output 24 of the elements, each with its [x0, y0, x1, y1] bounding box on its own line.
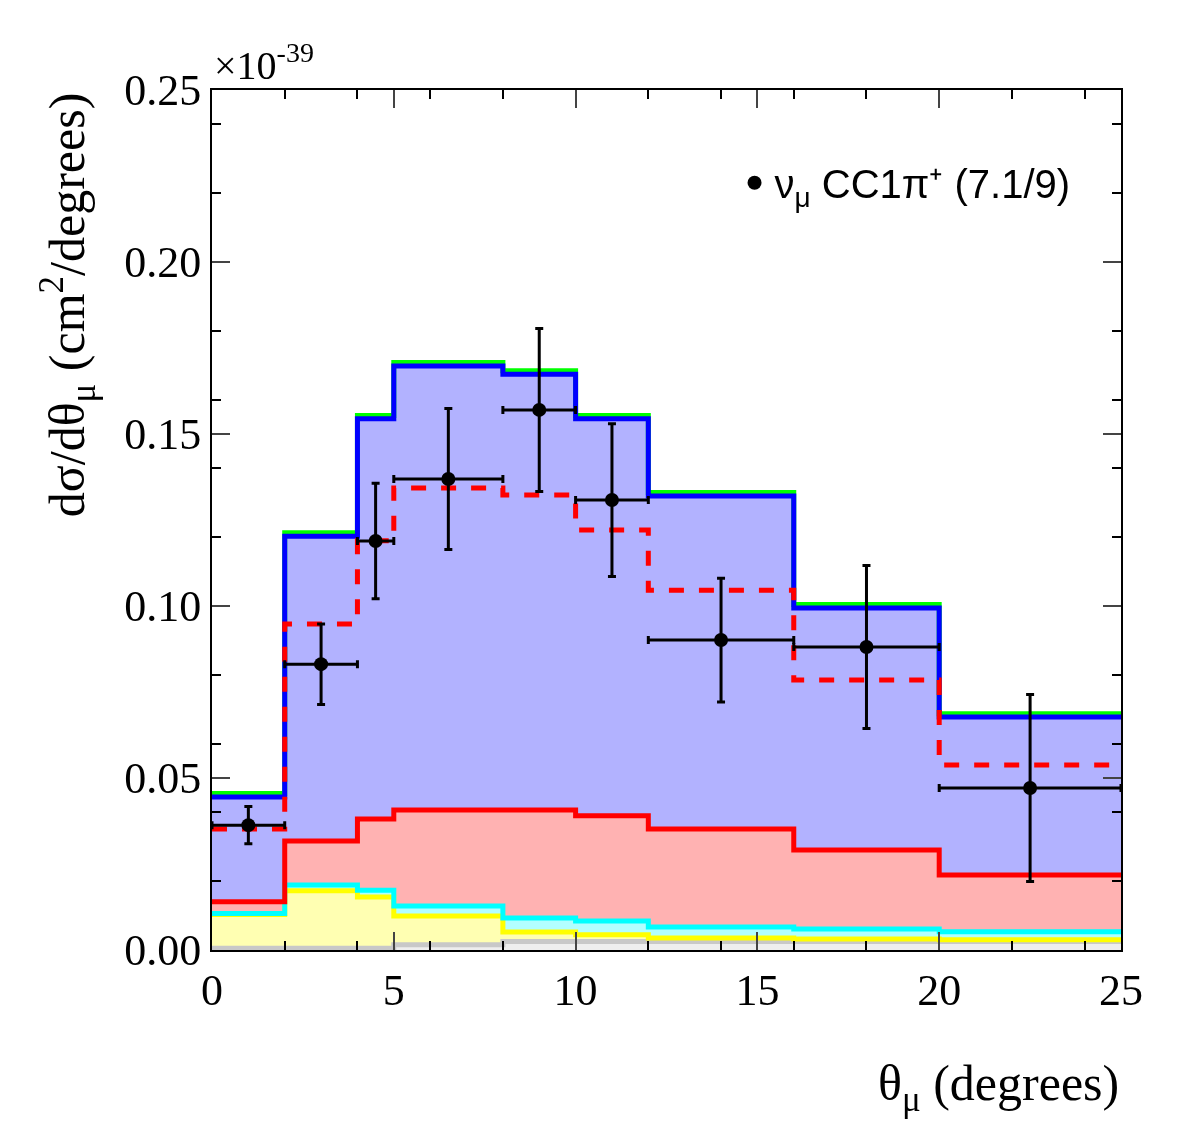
x-tick-label: 0	[201, 965, 223, 1015]
point	[441, 472, 456, 487]
y-tick-label: 0.20	[124, 238, 202, 288]
point	[368, 533, 383, 548]
x-tick-label: 10	[553, 965, 598, 1015]
text: ×10$^{-39}$	[214, 37, 314, 88]
x-tick-label: 5	[382, 965, 405, 1015]
x-tick-label: 15	[735, 965, 780, 1015]
point	[714, 633, 729, 648]
point	[532, 402, 547, 417]
legend-label: ν$_{μ}$ CC1π⁺ (7.1/9)	[774, 162, 1071, 213]
y-tick-label: 0.25	[124, 66, 202, 116]
x-axis-title: θ$_{μ}$ (degrees)	[878, 1055, 1120, 1119]
x-tick-label: 20	[917, 965, 962, 1015]
y-tick-label: 0.00	[124, 926, 202, 976]
point	[241, 818, 256, 833]
point	[314, 657, 329, 672]
x-tick-label: 25	[1099, 965, 1143, 1015]
point	[604, 493, 619, 508]
y-tick-label: 0.05	[124, 754, 202, 804]
y-tick-label: 0.15	[124, 410, 202, 460]
point	[1023, 780, 1038, 795]
point	[859, 639, 874, 654]
y-tick-label: 0.10	[124, 582, 202, 632]
